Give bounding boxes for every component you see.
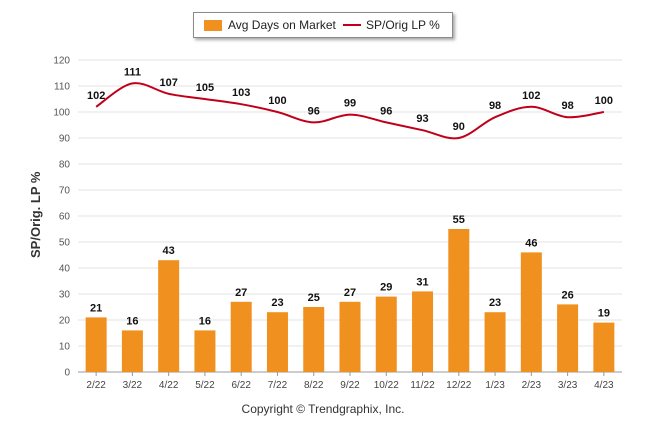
bar-value-label: 55: [453, 214, 465, 226]
line-value-label: 99: [344, 98, 356, 110]
bar: [121, 330, 143, 372]
bar: [448, 229, 470, 372]
bar-value-label: 46: [525, 237, 537, 249]
x-tick-label: 3/22: [123, 380, 143, 391]
bar-value-label: 26: [561, 289, 573, 301]
line-value-label: 102: [87, 90, 105, 102]
line-value-label: 107: [159, 77, 177, 89]
line-value-label: 96: [308, 105, 320, 117]
bar: [158, 260, 180, 372]
line-value-label: 102: [522, 90, 540, 102]
y-tick-label: 120: [53, 56, 70, 67]
bar: [375, 296, 397, 372]
bar-value-label: 16: [199, 315, 211, 327]
bar-value-label: 29: [380, 282, 392, 294]
x-tick-label: 9/22: [340, 380, 360, 391]
y-tick-label: 70: [59, 186, 71, 197]
line-value-label: 98: [561, 100, 573, 112]
legend-bar-swatch: [204, 20, 222, 31]
x-tick-label: 12/22: [446, 380, 471, 391]
line-value-label: 103: [232, 87, 250, 99]
bar: [593, 322, 615, 372]
bar-value-label: 19: [598, 308, 610, 320]
bar: [85, 317, 107, 372]
bar-value-label: 27: [235, 287, 247, 299]
bar: [412, 291, 434, 372]
bar: [266, 312, 288, 372]
legend-line-swatch: [343, 24, 361, 26]
x-tick-label: 7/22: [268, 380, 288, 391]
bar-value-label: 23: [271, 297, 283, 309]
x-tick-label: 11/22: [410, 380, 435, 391]
x-tick-label: 2/22: [86, 380, 106, 391]
bar-value-label: 25: [308, 292, 320, 304]
y-tick-label: 30: [59, 290, 71, 301]
bar-value-label: 23: [489, 297, 501, 309]
x-tick-label: 3/23: [558, 380, 578, 391]
bar: [557, 304, 579, 372]
legend-label-bar: Avg Days on Market: [228, 18, 336, 32]
bar: [303, 307, 325, 372]
bar-value-label: 43: [163, 245, 175, 257]
x-tick-label: 1/23: [485, 380, 505, 391]
line-value-label: 105: [196, 82, 214, 94]
y-tick-label: 90: [59, 134, 71, 145]
line-value-label: 93: [416, 113, 428, 125]
line-value-label: 96: [380, 105, 392, 117]
line-value-label: 90: [453, 121, 465, 133]
line-value-label: 100: [268, 95, 286, 107]
legend-label-line: SP/Orig LP %: [366, 18, 440, 32]
x-tick-label: 10/22: [374, 380, 399, 391]
x-tick-label: 4/23: [594, 380, 614, 391]
y-tick-label: 0: [64, 368, 70, 379]
bar-value-label: 21: [90, 302, 102, 314]
line-value-label: 100: [595, 95, 613, 107]
bar-value-label: 31: [416, 276, 428, 288]
x-tick-label: 4/22: [159, 380, 179, 391]
bar: [230, 301, 252, 372]
line-value-label: 98: [489, 100, 501, 112]
bar: [339, 301, 361, 372]
series-line-sp-orig-lp: [95, 82, 605, 140]
bar: [520, 252, 542, 372]
y-tick-label: 110: [54, 82, 70, 93]
bar: [484, 312, 506, 372]
y-tick-label: 10: [59, 342, 71, 353]
x-tick-label: 8/22: [304, 380, 324, 391]
y-tick-label: 40: [59, 264, 71, 275]
y-tick-label: 80: [59, 160, 71, 171]
bar-value-label: 16: [126, 315, 138, 327]
x-tick-label: 6/22: [231, 380, 251, 391]
y-tick-label: 100: [53, 108, 70, 119]
line-value-label: 111: [124, 66, 141, 78]
y-tick-label: 50: [59, 238, 71, 249]
bar-value-label: 27: [344, 287, 356, 299]
copyright-text: Copyright © Trendgraphix, Inc.: [241, 402, 405, 416]
legend: Avg Days on Market SP/Orig LP %: [193, 12, 453, 38]
bar: [194, 330, 216, 372]
y-tick-label: 20: [59, 316, 71, 327]
x-tick-label: 2/23: [522, 380, 542, 391]
y-tick-label: 60: [59, 212, 71, 223]
x-tick-label: 5/22: [195, 380, 215, 391]
